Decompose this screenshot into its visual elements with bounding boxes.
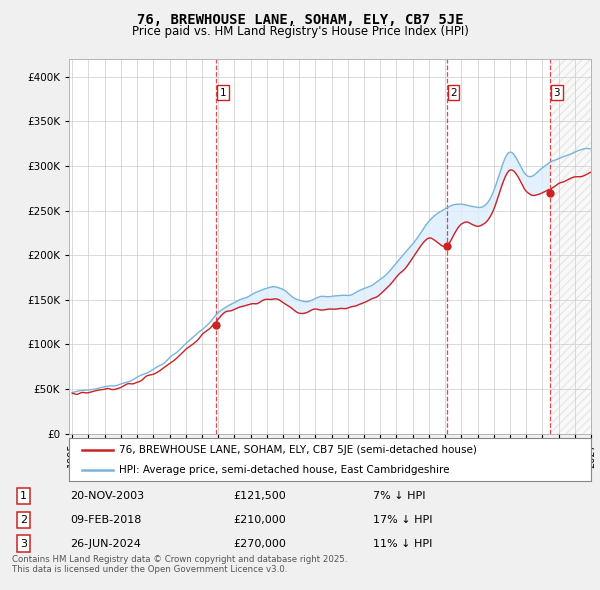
Text: £270,000: £270,000 — [233, 539, 286, 549]
Text: Price paid vs. HM Land Registry's House Price Index (HPI): Price paid vs. HM Land Registry's House … — [131, 25, 469, 38]
Text: 11% ↓ HPI: 11% ↓ HPI — [373, 539, 432, 549]
Text: 76, BREWHOUSE LANE, SOHAM, ELY, CB7 5JE: 76, BREWHOUSE LANE, SOHAM, ELY, CB7 5JE — [137, 13, 463, 27]
Text: 7% ↓ HPI: 7% ↓ HPI — [373, 491, 425, 501]
Text: Contains HM Land Registry data © Crown copyright and database right 2025.
This d: Contains HM Land Registry data © Crown c… — [12, 555, 347, 574]
Text: 26-JUN-2024: 26-JUN-2024 — [70, 539, 141, 549]
Text: 2: 2 — [450, 88, 457, 98]
Text: 17% ↓ HPI: 17% ↓ HPI — [373, 514, 433, 525]
Text: 3: 3 — [20, 539, 27, 549]
Text: £210,000: £210,000 — [233, 514, 286, 525]
Text: 2: 2 — [20, 514, 27, 525]
Text: 3: 3 — [554, 88, 560, 98]
Text: 1: 1 — [220, 88, 226, 98]
Text: 76, BREWHOUSE LANE, SOHAM, ELY, CB7 5JE (semi-detached house): 76, BREWHOUSE LANE, SOHAM, ELY, CB7 5JE … — [119, 445, 476, 455]
Text: HPI: Average price, semi-detached house, East Cambridgeshire: HPI: Average price, semi-detached house,… — [119, 466, 449, 475]
Text: 20-NOV-2003: 20-NOV-2003 — [70, 491, 145, 501]
Text: 1: 1 — [20, 491, 27, 501]
Text: £121,500: £121,500 — [233, 491, 286, 501]
Text: 09-FEB-2018: 09-FEB-2018 — [70, 514, 142, 525]
